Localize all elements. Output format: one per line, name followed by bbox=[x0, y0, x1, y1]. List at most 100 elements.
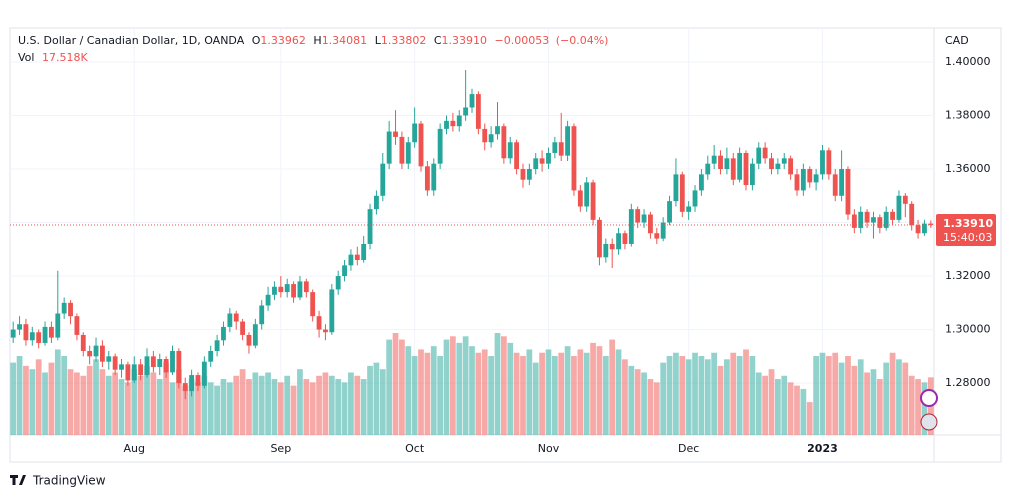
candle-body bbox=[201, 361, 207, 386]
candle-body bbox=[55, 313, 61, 338]
volume-bar bbox=[360, 379, 367, 435]
candle-body bbox=[386, 131, 392, 164]
candle-body bbox=[195, 375, 201, 386]
candle-body bbox=[189, 375, 195, 392]
candle-body bbox=[373, 195, 379, 210]
last-price-label: 1.33910 bbox=[943, 217, 993, 230]
candle-body bbox=[609, 243, 615, 250]
candle-body bbox=[807, 169, 813, 183]
candle-body bbox=[552, 142, 558, 153]
volume-bar bbox=[590, 342, 596, 435]
volume-bar bbox=[806, 402, 813, 435]
volume-bar bbox=[564, 346, 571, 435]
legend-open: 1.33962 bbox=[260, 34, 306, 47]
candle-body bbox=[61, 302, 67, 314]
candle-body bbox=[74, 316, 80, 335]
candle-body bbox=[240, 321, 246, 335]
candle-body bbox=[864, 211, 870, 223]
candle-body bbox=[590, 182, 596, 220]
candle-body bbox=[176, 350, 182, 384]
flag-icon[interactable] bbox=[920, 413, 938, 431]
candle-body bbox=[87, 350, 93, 357]
candle-body bbox=[507, 142, 513, 159]
candle-body bbox=[157, 359, 163, 368]
volume-bar bbox=[692, 352, 698, 435]
candle-body bbox=[820, 150, 825, 175]
volume-bar bbox=[392, 333, 399, 435]
volume-bar bbox=[252, 372, 259, 435]
volume-bar bbox=[80, 375, 87, 435]
volume-bar bbox=[602, 356, 609, 435]
x-tick-label: Aug bbox=[124, 442, 145, 455]
volume-bar bbox=[481, 349, 488, 435]
candle-body bbox=[93, 345, 99, 357]
x-tick-label: Dec bbox=[678, 442, 699, 455]
volume-bar bbox=[137, 375, 144, 435]
legend-close: 1.33910 bbox=[442, 34, 488, 47]
candle-body bbox=[558, 142, 564, 156]
volume-bar bbox=[335, 379, 342, 435]
volume-bar bbox=[450, 336, 456, 435]
candle-body bbox=[775, 163, 781, 170]
volume-bar bbox=[838, 362, 845, 435]
symbol-title: U.S. Dollar / Canadian Dollar, 1D, OANDA bbox=[18, 34, 245, 47]
event-icon[interactable] bbox=[920, 389, 938, 407]
candle-body bbox=[667, 201, 672, 223]
candle-body bbox=[29, 332, 35, 341]
candle-body bbox=[233, 313, 239, 322]
volume-bar bbox=[513, 352, 520, 435]
candle-body bbox=[539, 158, 545, 164]
candle-body bbox=[794, 174, 800, 191]
volume-bar bbox=[902, 362, 909, 435]
volume-bar bbox=[845, 356, 851, 435]
candle-body bbox=[495, 126, 500, 135]
candle-body bbox=[125, 364, 131, 381]
volume-bar bbox=[220, 379, 227, 435]
legend-c: C bbox=[434, 34, 442, 47]
volume-bar bbox=[558, 352, 565, 435]
y-tick-label: 1.28000 bbox=[945, 376, 991, 389]
candle-body bbox=[533, 158, 539, 170]
volume-bar bbox=[328, 375, 335, 435]
candle-body bbox=[660, 222, 666, 239]
candle-body bbox=[227, 313, 233, 327]
candle-body bbox=[781, 158, 787, 164]
volume-bar bbox=[666, 356, 673, 435]
volume-bar bbox=[265, 372, 271, 435]
volume-bar bbox=[545, 349, 552, 435]
volume-bar bbox=[660, 362, 667, 435]
volume-bar bbox=[711, 352, 718, 435]
volume-bar bbox=[870, 369, 877, 435]
volume-bar bbox=[768, 369, 775, 435]
volume-bar bbox=[571, 356, 577, 435]
candle-body bbox=[380, 163, 386, 196]
volume-bar bbox=[74, 372, 80, 435]
volume-bar bbox=[303, 379, 310, 435]
candle-body bbox=[170, 350, 175, 373]
volume-bar bbox=[277, 382, 284, 435]
volume-bar bbox=[583, 352, 590, 435]
volume-bar bbox=[653, 382, 660, 435]
volume-bar bbox=[577, 349, 584, 435]
candle-body bbox=[297, 281, 303, 298]
legend-h: H bbox=[313, 34, 321, 47]
volume-bar bbox=[896, 359, 902, 435]
volume-bar bbox=[399, 339, 405, 435]
candle-body bbox=[654, 233, 660, 239]
volume-bar bbox=[195, 382, 201, 435]
candle-body bbox=[749, 163, 755, 186]
candle-body bbox=[692, 190, 698, 207]
candle-body bbox=[208, 350, 214, 362]
volume-bar bbox=[131, 369, 138, 435]
candle-body bbox=[800, 169, 806, 191]
candle-body bbox=[737, 152, 743, 180]
volume-bar bbox=[35, 359, 42, 435]
candle-body bbox=[730, 158, 736, 180]
volume-bar bbox=[488, 356, 494, 435]
volume-bar bbox=[539, 352, 545, 435]
candle-body bbox=[769, 158, 774, 170]
volume-bar bbox=[316, 375, 322, 435]
volume-bar bbox=[475, 352, 482, 435]
candle-body bbox=[393, 131, 398, 137]
candle-body bbox=[450, 120, 456, 127]
